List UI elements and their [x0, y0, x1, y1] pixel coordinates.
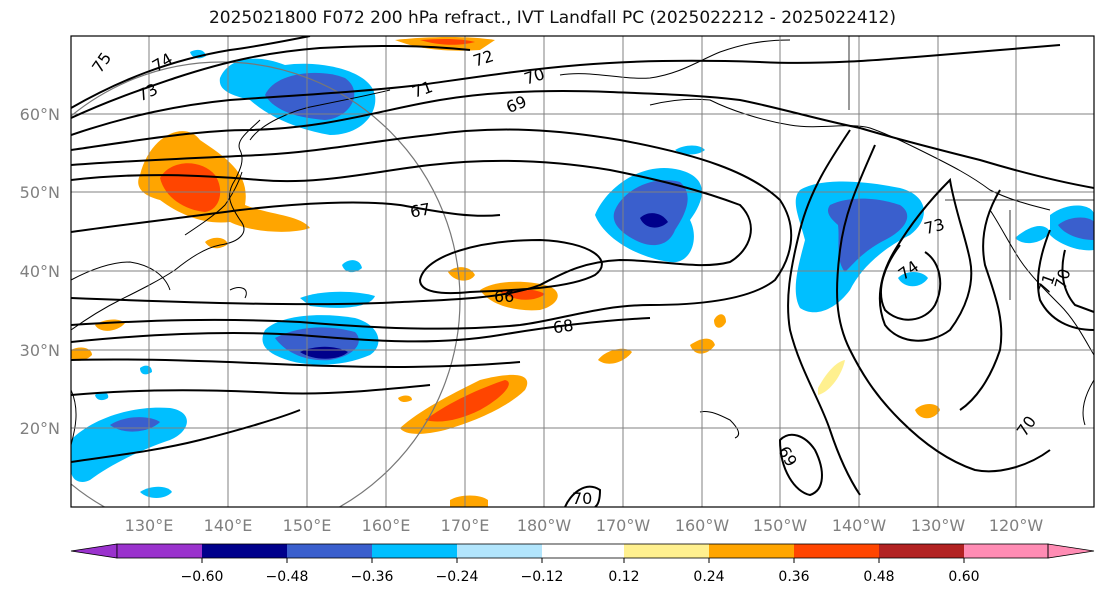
colorbar-segment	[457, 544, 542, 558]
lon-label: 170°E	[441, 516, 490, 535]
colorbar-tick-label: 0.24	[693, 569, 724, 585]
gridlines	[71, 36, 1094, 507]
colorbar-tick-label: 0.48	[863, 569, 894, 585]
lat-label: 20°N	[20, 419, 60, 438]
negative-refractivity-shading	[71, 49, 1094, 498]
lon-label: 140°E	[204, 516, 253, 535]
colorbar-segment	[709, 544, 794, 558]
colorbar-segment	[964, 544, 1048, 558]
colorbar-tick-label: −0.60	[181, 569, 224, 585]
contour-label: 70	[1051, 267, 1075, 292]
colorbar-tick-labels: −0.60 −0.48 −0.36 −0.24 −0.12 0.12 0.24 …	[181, 569, 980, 585]
colorbar-segment	[879, 544, 964, 558]
lon-label: 150°E	[283, 516, 332, 535]
contour-label: 68	[552, 316, 575, 338]
lat-label: 50°N	[20, 183, 60, 202]
lon-label: 130°W	[911, 516, 966, 535]
colorbar-tick-label: 0.12	[608, 569, 639, 585]
lon-label: 160°W	[675, 516, 730, 535]
colorbar-tick-label: 0.60	[948, 569, 979, 585]
colorbar-tick-label: 0.36	[778, 569, 809, 585]
colorbar-segment	[117, 544, 202, 558]
colorbar-tick-marks	[201, 558, 965, 563]
colorbar-segment	[372, 544, 457, 558]
colorbar-segment	[1047, 543, 1095, 559]
country-borders	[848, 36, 1094, 300]
lon-label: 120°W	[989, 516, 1044, 535]
colorbar-segment	[794, 544, 879, 558]
lon-label: 170°W	[596, 516, 651, 535]
colorbar-tick-label: −0.12	[521, 569, 564, 585]
chart-title: 2025021800 F072 200 hPa refract., IVT La…	[208, 8, 896, 28]
lon-label: 130°E	[125, 516, 174, 535]
refractivity-contours	[71, 36, 1094, 507]
lon-label: 150°W	[753, 516, 808, 535]
map-frame	[70, 35, 1095, 508]
lat-label: 40°N	[20, 262, 60, 281]
longitude-labels: 130°E 140°E 150°E 160°E 170°E 180°W 170°…	[125, 516, 1044, 535]
lon-label: 160°E	[362, 516, 411, 535]
colorbar-tick-label: −0.48	[266, 569, 309, 585]
colorbar-segment	[624, 544, 709, 558]
colorbar-segment	[70, 543, 118, 559]
contour-label: 70	[572, 489, 592, 508]
lat-label: 60°N	[20, 105, 60, 124]
colorbar-segment	[287, 544, 372, 558]
colorbar-segment	[202, 544, 287, 558]
lon-label: 180°W	[517, 516, 572, 535]
latitude-labels: 60°N 50°N 40°N 30°N 20°N	[20, 105, 60, 438]
colorbar-tick-label: −0.24	[436, 569, 479, 585]
colorbar	[70, 543, 1095, 559]
lat-label: 30°N	[20, 341, 60, 360]
colorbar-outline	[116, 543, 1049, 559]
contour-label: 66	[494, 287, 514, 306]
contour-label: 67	[409, 199, 432, 221]
colorbar-tick-label: −0.36	[351, 569, 394, 585]
lon-label: 140°W	[832, 516, 887, 535]
colorbar-segment	[542, 544, 624, 558]
contour-label: 73	[922, 215, 947, 239]
